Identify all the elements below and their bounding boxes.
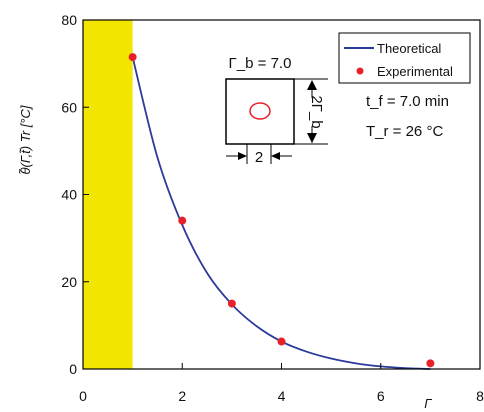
x-tick-label: 4: [278, 388, 286, 404]
data-point-experimental: [128, 53, 137, 62]
inset-circle: [249, 102, 271, 120]
y-axis-label: θ̃(Γ,t̃) Tr [°C]: [18, 105, 33, 174]
y-tick-label: 80: [61, 12, 77, 28]
legend-label-experimental: Experimental: [377, 64, 453, 79]
tf-label: t_f = 7.0 min: [366, 93, 449, 110]
arrow-head-right: [238, 152, 247, 160]
highlight-region: [83, 20, 133, 369]
inset-square: [225, 78, 295, 145]
legend-label-theoretical: Theoretical: [377, 41, 441, 56]
two-gamma-b-label: 2Γ_b: [308, 95, 325, 128]
y-tick-label: 20: [61, 274, 77, 290]
tr-label: T_r = 26 °C: [366, 123, 443, 140]
y-tick-label: 40: [61, 187, 77, 203]
inset-schematic: Γ_b = 7.0 2Γ_b 2: [225, 55, 328, 166]
two-label: 2: [255, 149, 263, 166]
x-axis-label: Γ: [424, 396, 432, 411]
x-tick-label: 6: [377, 388, 385, 404]
legend: Theoretical Experimental: [338, 32, 471, 84]
x-tick-label: 8: [476, 388, 484, 404]
arrow-head-down: [307, 133, 317, 143]
gamma-b-label: Γ_b = 7.0: [229, 55, 292, 72]
data-point-experimental: [227, 299, 236, 308]
x-tick-label: 0: [79, 388, 87, 404]
data-point-experimental: [277, 337, 286, 346]
y-tick-label: 0: [69, 361, 77, 377]
data-point-experimental: [178, 216, 187, 225]
legend-box: [338, 32, 471, 84]
legend-marker-experimental: [356, 67, 364, 75]
arrow-head-left: [271, 152, 280, 160]
x-tick-label: 2: [178, 388, 186, 404]
data-point-experimental: [426, 359, 435, 368]
arrow-head-up: [307, 80, 317, 90]
y-tick-label: 60: [61, 99, 77, 115]
